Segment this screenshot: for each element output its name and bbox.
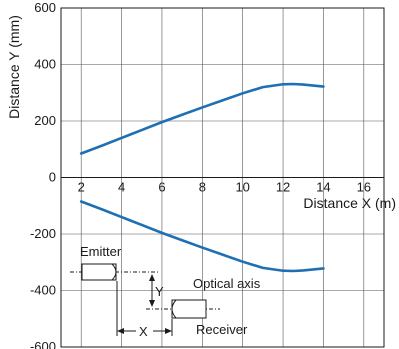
series-lines — [79, 82, 325, 273]
y-tick-label: 600 — [34, 0, 56, 15]
emitter-lens — [111, 263, 117, 281]
y-axis-label: Distance Y (mm) — [6, 15, 22, 119]
x-tick-label: 4 — [118, 180, 125, 195]
y-tick-label: 0 — [49, 170, 56, 185]
x-dimension-arrow-right — [165, 328, 172, 334]
lower-boundary-line — [79, 200, 325, 273]
x-tick-label: 8 — [199, 180, 206, 195]
x-dimension-label: X — [139, 324, 148, 339]
y-dimension-arrow-top — [149, 274, 155, 281]
y-tick-label: -600 — [30, 339, 56, 349]
x-tick-label: 6 — [158, 180, 165, 195]
y-dimension-arrow-bottom — [149, 300, 155, 307]
y-tick-label: 400 — [34, 57, 56, 72]
emitter-label: Emitter — [80, 244, 122, 259]
y-tick-label: -400 — [30, 283, 56, 298]
y-tick-labels: 600 400 200 0 -200 -400 -600 — [30, 0, 56, 349]
y-tick-label: -200 — [30, 226, 56, 241]
x-tick-label: 2 — [78, 180, 85, 195]
x-axis-label: Distance X (m) — [303, 195, 396, 211]
y-tick-label: 200 — [34, 113, 56, 128]
x-tick-label: 14 — [316, 180, 330, 195]
setup-diagram: Emitter Optical axis Receiver Y X — [70, 244, 261, 339]
x-tick-label: 10 — [235, 180, 249, 195]
x-tick-label: 16 — [357, 180, 371, 195]
upper-boundary-line — [79, 82, 325, 155]
y-dimension-label: Y — [155, 284, 164, 299]
receiver-label: Receiver — [196, 322, 248, 337]
x-tick-labels: 2 4 6 8 10 12 14 16 — [78, 180, 371, 195]
x-dimension-arrow-left — [117, 328, 124, 334]
receiver-body — [171, 299, 207, 319]
optical-axis-label: Optical axis — [193, 276, 261, 291]
receiver-lens — [171, 299, 177, 319]
x-tick-label: 12 — [276, 180, 290, 195]
emitter-body — [81, 263, 117, 281]
